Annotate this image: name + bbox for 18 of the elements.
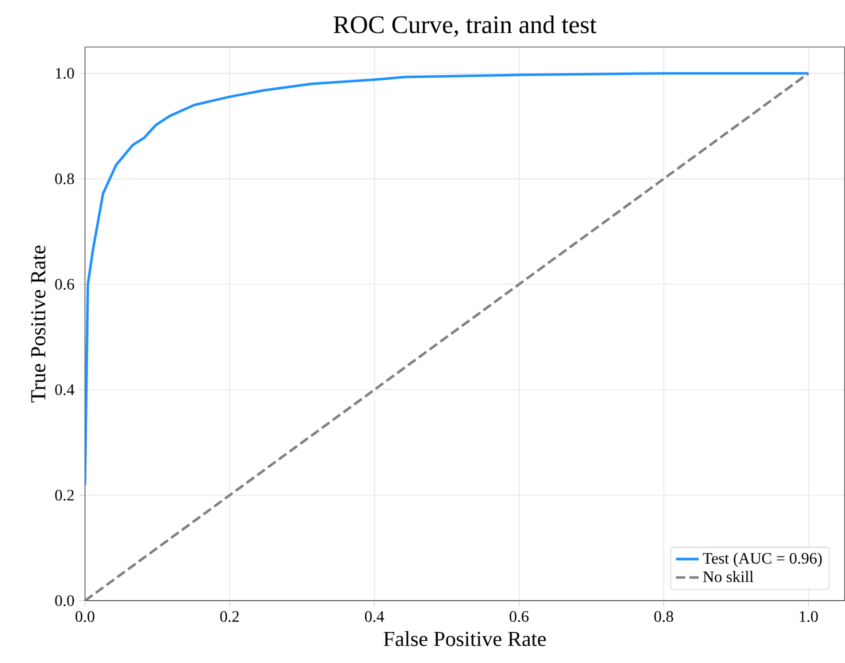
y-tick-label: 0.2 [55, 490, 74, 501]
chart-title: ROC Curve, train and test [334, 16, 597, 38]
legend-label: Test (AUC = 0.96) [702, 552, 822, 568]
x-axis-title: False Positive Rate [384, 631, 546, 646]
y-tick-label: 0.4 [55, 384, 74, 396]
y-tick-label: 0.0 [55, 595, 74, 606]
x-tick-label: 0.4 [364, 611, 384, 622]
x-tick-label: 1.0 [800, 611, 818, 622]
y-tick-label: 0.8 [55, 174, 74, 184]
y-axis-title: True Positive Rate [31, 246, 46, 403]
x-tick-label: 0.2 [220, 611, 239, 622]
line-series [84, 72, 810, 486]
y-tick-label: 1.0 [56, 68, 74, 79]
x-tick-label: 0.8 [654, 611, 674, 622]
x-tick-label: 0.6 [510, 611, 529, 622]
x-tick-label: 0.0 [76, 611, 94, 622]
legend-label: No skill [703, 571, 754, 582]
y-tick-label: 0.6 [55, 279, 74, 290]
